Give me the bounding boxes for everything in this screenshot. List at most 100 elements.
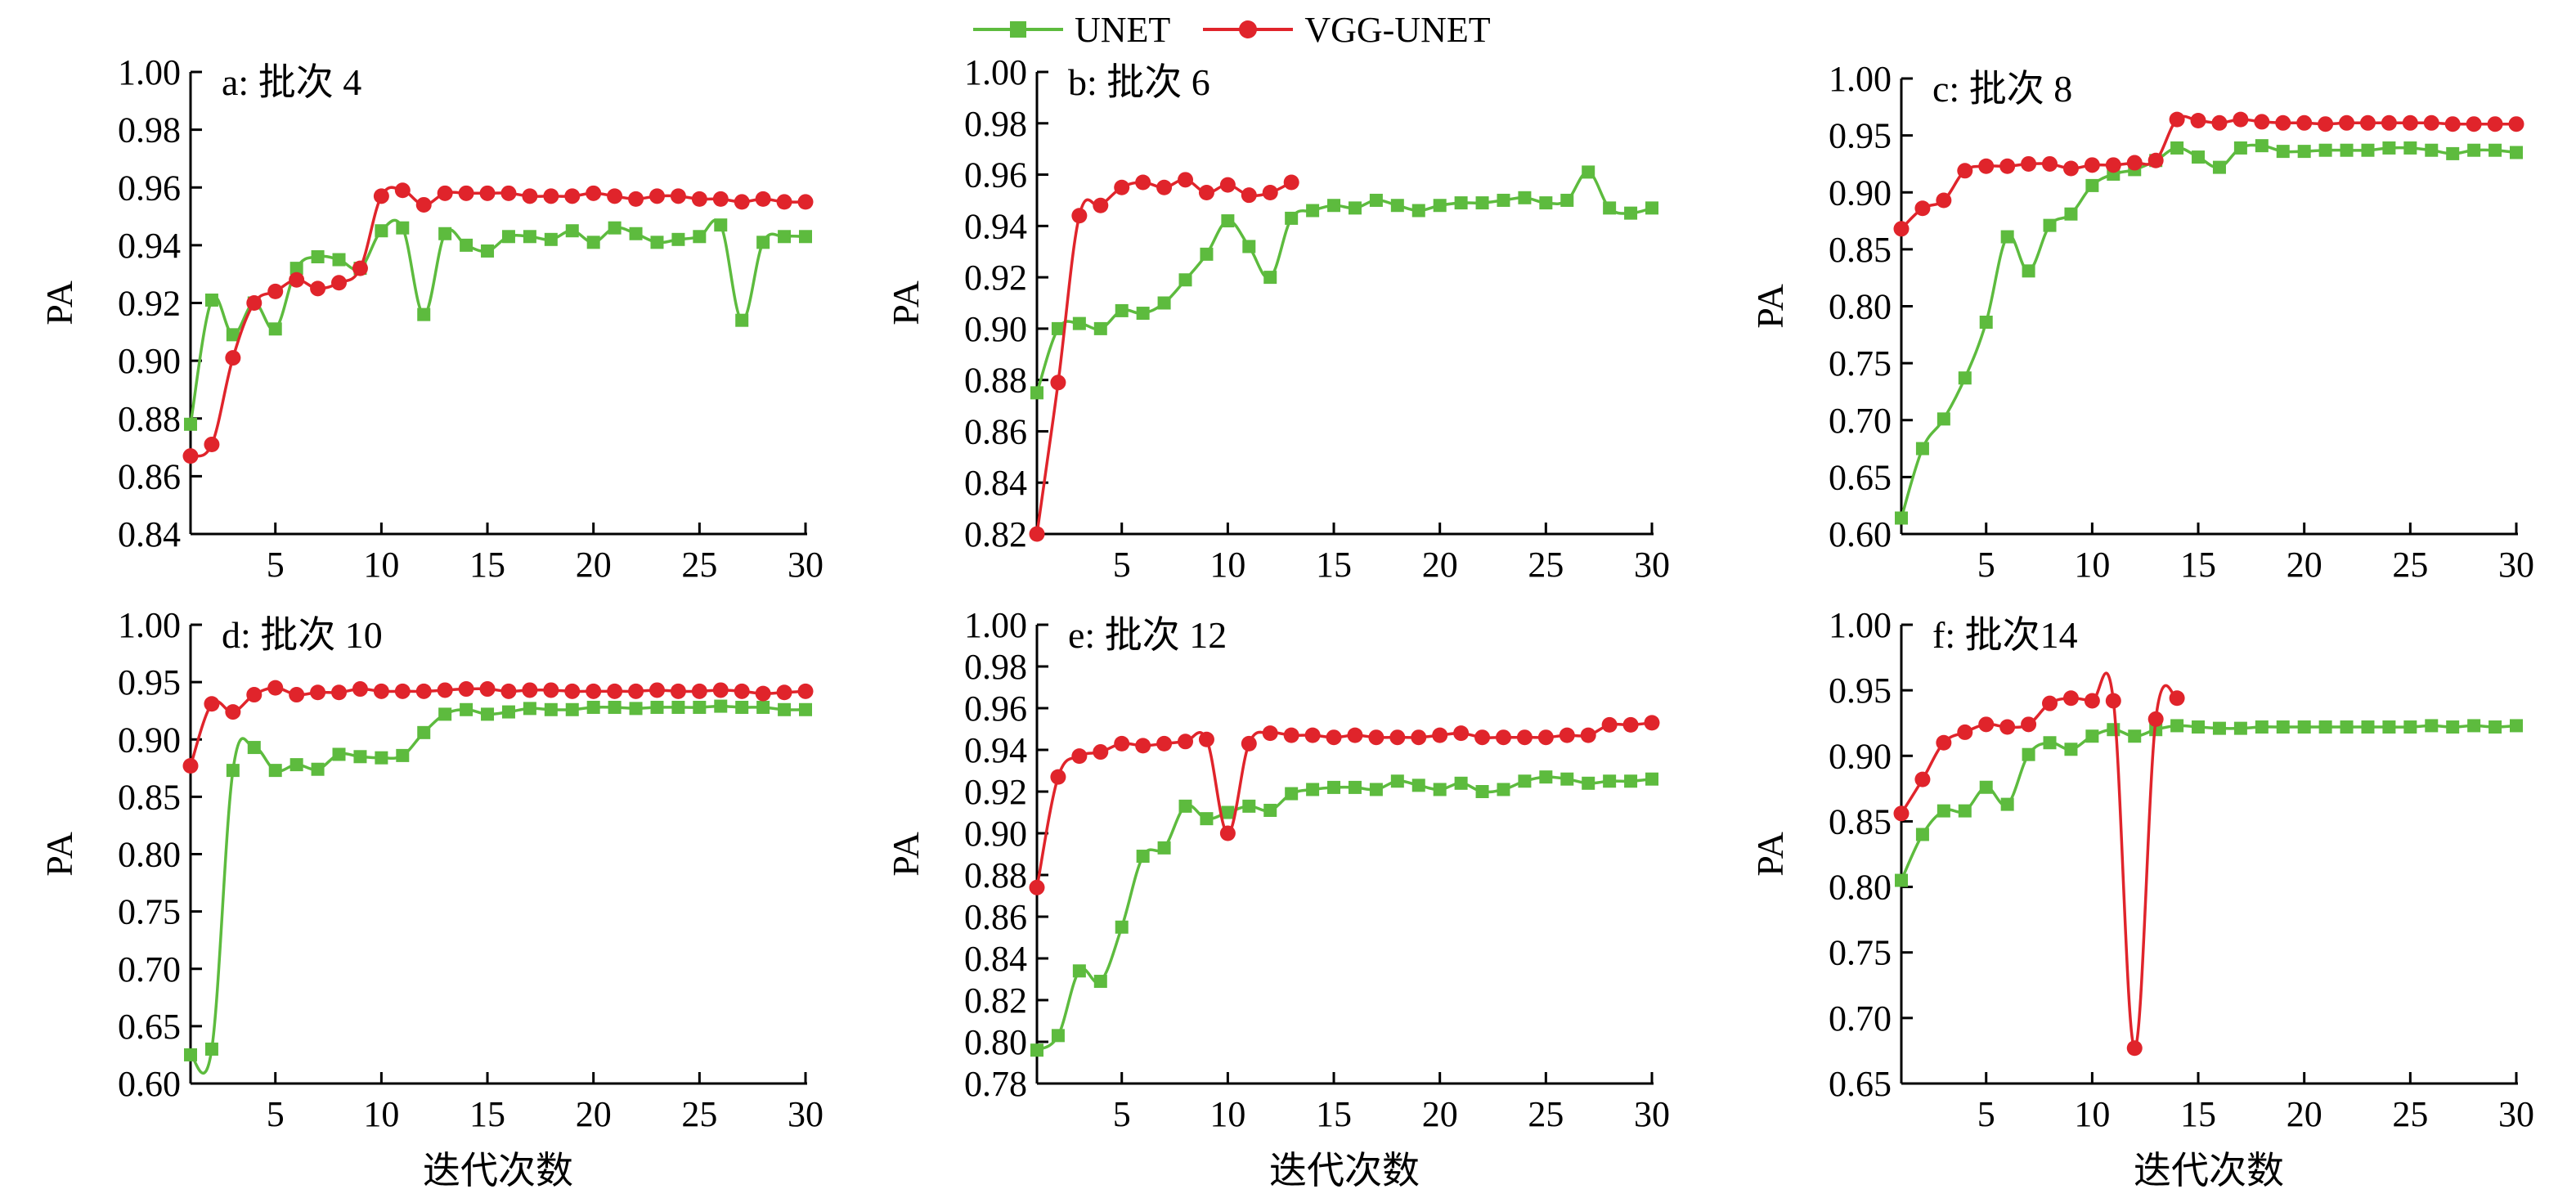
y-tick-label: 0.86 — [964, 897, 1027, 937]
y-tick-label: 0.88 — [964, 361, 1027, 401]
y-tick-label: 0.95 — [1829, 116, 1892, 156]
data-point — [225, 704, 241, 720]
series-line — [189, 686, 806, 767]
data-point — [1454, 776, 1468, 790]
data-point — [1582, 776, 1595, 790]
data-point — [460, 238, 473, 252]
data-point — [1072, 316, 1086, 330]
data-point — [1306, 204, 1320, 218]
data-point — [289, 687, 305, 703]
data-point — [2297, 145, 2311, 159]
series-vgg-unet — [1029, 172, 1299, 542]
x-tick-label: 5 — [1113, 545, 1131, 585]
data-point — [712, 682, 729, 698]
data-point — [608, 221, 622, 235]
y-tick-label: 1.00 — [1829, 59, 1892, 99]
data-point — [797, 194, 814, 210]
series-vgg-unet — [1893, 671, 2185, 1057]
data-point — [500, 185, 517, 201]
y-axis-label: PA — [1749, 284, 1791, 329]
data-point — [523, 702, 536, 716]
data-point — [1958, 371, 1972, 385]
data-point — [2062, 160, 2079, 177]
x-tick-label: 30 — [1634, 1094, 1670, 1134]
y-tick-label: 0.96 — [118, 168, 181, 208]
x-tick-label: 10 — [2074, 545, 2110, 585]
data-point — [714, 218, 728, 232]
series-unet — [184, 218, 812, 431]
data-point — [608, 700, 622, 714]
data-point — [778, 702, 792, 716]
series-line — [1900, 114, 2516, 231]
data-point — [267, 680, 284, 696]
data-point — [693, 700, 707, 714]
data-point — [1453, 725, 1470, 742]
data-point — [2339, 114, 2355, 131]
data-point — [460, 702, 473, 716]
data-point — [1114, 735, 1130, 752]
data-point — [2021, 716, 2037, 733]
data-point — [734, 194, 750, 210]
data-point — [1893, 221, 1910, 237]
data-point — [671, 700, 685, 714]
data-point — [438, 707, 452, 721]
data-point — [2340, 720, 2354, 734]
data-point — [2211, 114, 2228, 131]
data-point — [1433, 199, 1447, 213]
data-point — [226, 764, 240, 778]
series-unet — [1030, 770, 1658, 1057]
data-point — [396, 748, 410, 762]
x-axis-label: 迭代次数 — [2134, 1150, 2284, 1191]
data-point — [1283, 727, 1299, 743]
data-point — [2000, 797, 2014, 811]
data-point — [1474, 729, 1491, 746]
data-point — [799, 702, 812, 716]
data-point — [2170, 141, 2184, 155]
y-tick-label: 0.80 — [964, 1022, 1027, 1062]
x-tick-label: 30 — [2498, 1094, 2534, 1134]
data-point — [415, 683, 432, 699]
y-tick-label: 0.95 — [118, 662, 181, 702]
x-tick-label: 25 — [681, 545, 717, 585]
data-point — [1327, 199, 1341, 213]
data-point — [1369, 783, 1383, 796]
data-point — [1178, 734, 1194, 750]
data-point — [1497, 783, 1510, 796]
data-point — [1221, 214, 1235, 228]
data-point — [2425, 143, 2439, 157]
data-point — [1283, 174, 1299, 191]
series-unet — [1895, 139, 2523, 525]
y-tick-label: 0.70 — [118, 949, 181, 989]
chart-panel-6: 0.65 0.70 0.75 0.80 0.85 0.90 0.95 1.00 5 10 15 20 2… — [1749, 605, 2534, 1191]
data-point — [1644, 715, 1660, 731]
series-line — [189, 218, 806, 425]
data-point — [1306, 783, 1320, 796]
y-tick-label: 1.00 — [118, 52, 181, 92]
data-point — [375, 751, 388, 765]
data-point — [268, 322, 282, 336]
y-tick-label: 0.65 — [118, 1007, 181, 1047]
data-point — [2147, 152, 2164, 168]
data-point — [1071, 208, 1088, 224]
y-tick-label: 0.78 — [964, 1064, 1027, 1104]
legend-unet-swatch — [973, 21, 1063, 38]
data-point — [1262, 725, 1278, 742]
data-point — [289, 271, 305, 288]
data-point — [182, 758, 199, 774]
data-point — [648, 188, 665, 204]
data-point — [1219, 825, 1236, 841]
x-tick-label: 15 — [2180, 545, 2216, 585]
data-point — [246, 687, 263, 703]
y-tick-label: 0.92 — [964, 258, 1027, 298]
data-point — [2423, 114, 2439, 131]
x-axis-label: 迭代次数 — [423, 1150, 573, 1191]
data-point — [2085, 178, 2099, 192]
data-point — [1219, 177, 1236, 193]
series-line — [1900, 143, 2517, 519]
data-point — [289, 262, 303, 276]
data-point — [1198, 731, 1214, 747]
y-tick-label: 0.94 — [964, 730, 1027, 770]
data-point — [564, 188, 581, 204]
data-point — [1603, 201, 1617, 215]
